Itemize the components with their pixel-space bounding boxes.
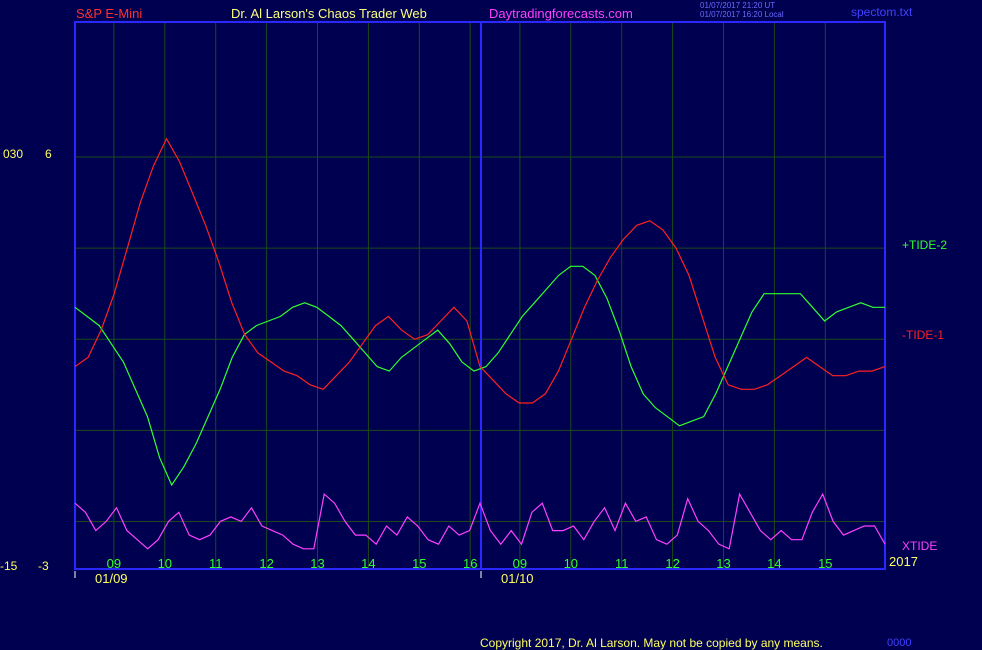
hour-tick-label: 14	[767, 556, 781, 571]
legend-label: -TIDE-1	[902, 328, 944, 342]
hour-tick-label: 15	[818, 556, 832, 571]
series-line--tide-2	[74, 265, 885, 487]
series-line-xtide	[74, 492, 886, 550]
hour-tick-label: 14	[361, 556, 375, 571]
hour-tick-label: 12	[259, 556, 273, 571]
series-line--tide-1	[74, 137, 886, 404]
date-label: 01/09	[95, 571, 128, 586]
timestamp-ut: 01/07/2017 21:20 UT	[700, 1, 776, 10]
hour-tick-label: 13	[716, 556, 730, 571]
y-bottom-left-label: -15	[0, 559, 18, 573]
hour-tick-label: 12	[665, 556, 679, 571]
y-bottom-right-label: -3	[38, 559, 49, 573]
hour-tick-label: 13	[310, 556, 324, 571]
symbol-label: S&P E-Mini	[76, 6, 143, 21]
hour-tick-label: 10	[564, 556, 578, 571]
site-label: Daytradingforecasts.com	[489, 6, 633, 21]
file-label: spectom.txt	[851, 5, 913, 19]
hour-tick-label: 11	[209, 556, 223, 571]
hour-tick-label: 09	[513, 556, 527, 571]
hour-tick-label: 10	[158, 556, 172, 571]
date-label: 01/10	[501, 571, 534, 586]
legend-label: XTIDE	[902, 539, 937, 553]
y-top-left-label: 030	[3, 147, 24, 161]
chart-title: Dr. Al Larson's Chaos Trader Web	[231, 6, 427, 21]
copyright-notice: Copyright 2017, Dr. Al Larson. May not b…	[480, 636, 823, 650]
hour-tick-label: 15	[412, 556, 426, 571]
timestamp-local: 01/07/2017 16:20 Local	[700, 10, 784, 19]
hour-tick-label: 11	[615, 556, 629, 571]
y-top-right-label: 6	[45, 147, 52, 161]
year-label: 2017	[889, 554, 918, 569]
footer-tag: 0000	[887, 637, 912, 649]
hour-tick-label: 09	[107, 556, 121, 571]
hour-tick-label: 16	[463, 556, 477, 571]
legend-label: +TIDE-2	[902, 238, 947, 252]
